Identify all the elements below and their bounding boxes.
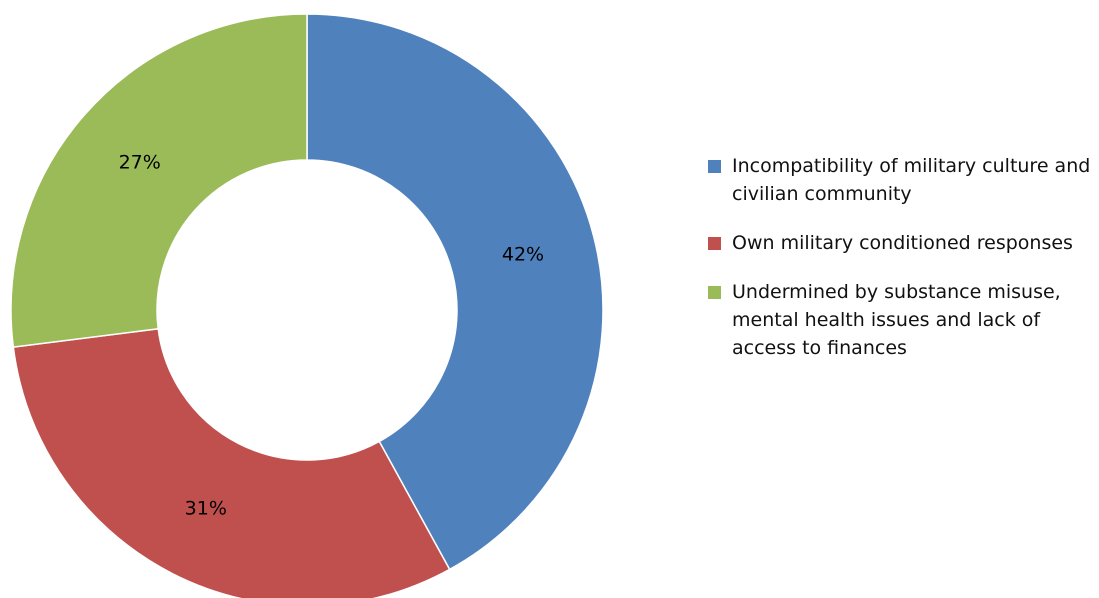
donut-slice-undermined <box>10 13 308 348</box>
legend-label-undermined: Undermined by substance misuse, mental h… <box>732 281 1061 359</box>
legend-item-undermined: Undermined by substance misuse, mental h… <box>708 278 1093 362</box>
legend-swatch-incompatibility <box>708 160 721 173</box>
legend-swatch-undermined <box>708 286 721 299</box>
data-label-incompatibility: 42% <box>502 244 544 266</box>
donut-chart: 42% 31% 27% <box>10 13 604 598</box>
donut-slice-conditioned-responses <box>12 327 451 598</box>
legend-item-incompatibility: Incompatibility of military culture and … <box>708 152 1093 208</box>
donut-slice-incompatibility <box>306 13 604 571</box>
legend-swatch-conditioned-responses <box>708 237 721 250</box>
legend: Incompatibility of military culture and … <box>708 152 1093 383</box>
legend-label-conditioned-responses: Own military conditioned responses <box>732 232 1073 254</box>
legend-item-conditioned-responses: Own military conditioned responses <box>708 229 1093 257</box>
data-label-conditioned-responses: 31% <box>185 498 227 520</box>
legend-label-incompatibility: Incompatibility of military culture and … <box>732 155 1091 205</box>
data-label-undermined: 27% <box>119 152 161 174</box>
